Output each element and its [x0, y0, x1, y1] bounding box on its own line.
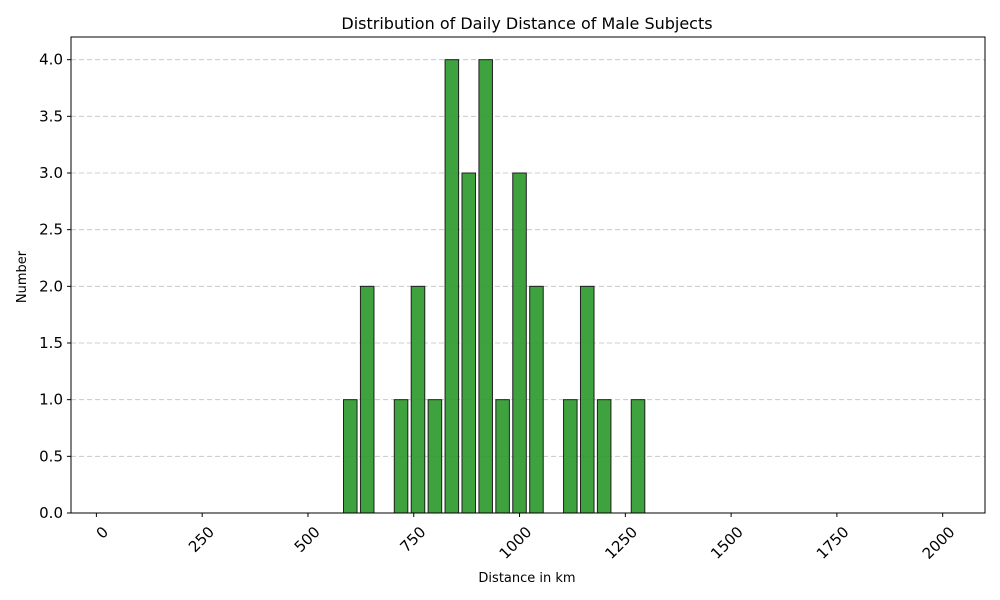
y-tick-label: 1.5 [39, 334, 63, 352]
y-tick-label: 2.0 [39, 277, 63, 295]
x-tick-label: 1750 [813, 523, 853, 563]
histogram-bar [427, 399, 443, 514]
x-tick-label: 750 [397, 523, 430, 556]
histogram-bar [630, 399, 646, 514]
grid-lines [71, 59, 985, 514]
x-tick-label: 1000 [496, 523, 536, 563]
histogram-bar [478, 59, 493, 514]
chart-title: Distribution of Daily Distance of Male S… [341, 14, 712, 33]
y-axis-label: Number [15, 250, 30, 303]
x-tick-label: 1250 [601, 523, 641, 563]
x-tick-label: 500 [291, 523, 324, 556]
x-tick-label: 0 [93, 523, 112, 542]
histogram-bar [410, 285, 426, 514]
histogram-bar [563, 399, 578, 514]
y-tick-label: 0.5 [39, 447, 63, 465]
histogram-bar [579, 285, 595, 514]
x-axis-label: Distance in km [478, 571, 575, 586]
x-tick-label: 250 [185, 523, 218, 556]
y-tick-label: 2.5 [39, 221, 63, 239]
histogram-bar [512, 172, 527, 514]
histogram-bar [596, 399, 612, 514]
x-tick-label: 2000 [919, 523, 959, 563]
histogram-bar [444, 59, 460, 514]
y-tick-label: 1.0 [39, 391, 63, 409]
y-tick-label: 3.5 [39, 107, 63, 125]
histogram-bar [343, 399, 358, 514]
x-tick-label: 1500 [707, 523, 747, 563]
histogram-bar [461, 172, 477, 514]
histogram-bar [495, 399, 510, 514]
plot-frame [70, 36, 986, 514]
histogram-bar [529, 285, 544, 514]
histogram-bar [359, 285, 375, 514]
y-tick-label: 0.0 [39, 504, 63, 522]
histogram-bar [393, 399, 409, 514]
y-tick-label: 3.0 [39, 164, 63, 182]
y-tick-label: 4.0 [39, 51, 63, 69]
